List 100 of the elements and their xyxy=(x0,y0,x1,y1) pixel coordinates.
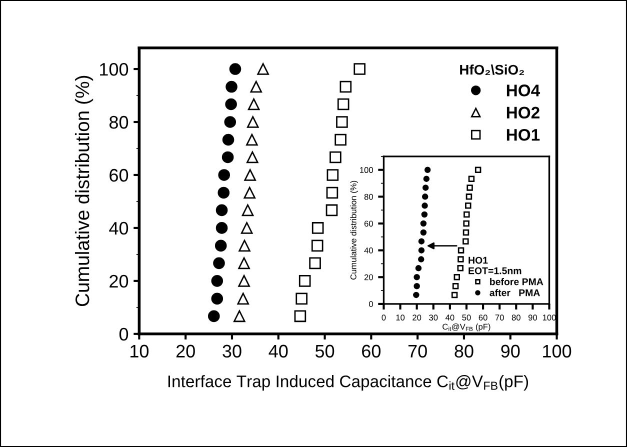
point xyxy=(311,240,324,252)
x-tick-label: 70 xyxy=(408,344,427,358)
legend-label: HO4 xyxy=(506,84,540,96)
point xyxy=(451,292,458,298)
x-tick-label: 50 xyxy=(315,344,334,358)
point xyxy=(296,292,308,305)
point xyxy=(294,310,306,322)
legend-label: after PMA xyxy=(490,289,540,296)
point xyxy=(312,222,324,234)
point xyxy=(415,265,422,272)
point xyxy=(468,176,475,182)
y-tick-label: 80 xyxy=(109,116,128,129)
point xyxy=(334,134,346,146)
point xyxy=(224,116,236,128)
point xyxy=(462,229,470,236)
point xyxy=(330,151,342,164)
point xyxy=(414,274,420,280)
point xyxy=(423,176,430,182)
point xyxy=(222,134,234,146)
x-tick-label: 40 xyxy=(445,314,454,320)
point xyxy=(218,186,230,199)
point xyxy=(466,184,473,191)
point xyxy=(248,98,260,110)
x-tick-label: 100 xyxy=(542,314,556,320)
point xyxy=(452,283,459,290)
point xyxy=(420,220,427,227)
point xyxy=(413,292,420,298)
point xyxy=(237,292,250,305)
point xyxy=(240,222,253,234)
point xyxy=(246,134,258,146)
y-tick-label: 20 xyxy=(364,274,373,280)
point xyxy=(464,211,470,218)
point xyxy=(216,204,228,216)
point xyxy=(226,80,238,93)
y-tick-label: 0 xyxy=(369,301,373,308)
x-tick-label: 20 xyxy=(176,344,195,358)
point xyxy=(336,116,348,128)
point xyxy=(214,240,227,252)
point xyxy=(244,169,256,181)
point xyxy=(424,166,431,173)
point xyxy=(309,257,321,270)
point xyxy=(298,275,311,287)
point xyxy=(246,116,259,128)
y-tick-label: 40 xyxy=(109,222,128,235)
x-tick-label: 40 xyxy=(268,344,288,358)
y-tick-label: 40 xyxy=(364,248,373,254)
point xyxy=(222,151,234,164)
point xyxy=(326,169,339,181)
x-tick-label: 50 xyxy=(462,314,471,320)
y-axis-title: Cumulative distribution (%) xyxy=(74,76,94,306)
x-tick-label: 80 xyxy=(454,344,474,358)
point xyxy=(257,63,269,75)
y-tick-label: 80 xyxy=(364,194,373,200)
point xyxy=(422,184,429,191)
point xyxy=(208,310,220,322)
point xyxy=(418,256,424,262)
point xyxy=(418,238,425,244)
point xyxy=(462,238,469,244)
x-tick-label: 10 xyxy=(130,344,149,358)
point xyxy=(422,202,428,209)
point xyxy=(244,186,256,199)
x-tick-label: 100 xyxy=(543,344,572,358)
point xyxy=(326,204,338,216)
point xyxy=(465,202,472,209)
x-tick-label: 10 xyxy=(396,314,405,320)
legend-label: before PMA xyxy=(490,278,544,286)
x-axis-title: C$_{it}$@V$_{FB}$ (pF) xyxy=(442,324,490,332)
point xyxy=(474,166,482,173)
legend-title: HfO₂\SiO₂ xyxy=(460,64,524,75)
point xyxy=(457,265,464,272)
point xyxy=(225,98,237,110)
point xyxy=(354,63,366,75)
y-axis-title: Cumulative distribution (%) xyxy=(350,180,358,280)
x-tick-label: 0 xyxy=(382,314,386,320)
y-tick-label: 60 xyxy=(110,168,128,182)
point xyxy=(216,222,228,234)
y-tick-label: 100 xyxy=(100,62,128,76)
x-tick-label: 90 xyxy=(528,314,538,320)
x-tick-label: 70 xyxy=(495,314,504,320)
x-tick-label: 20 xyxy=(412,314,422,320)
x-tick-label: 30 xyxy=(222,344,242,358)
y-tick-label: 0 xyxy=(119,328,128,341)
point xyxy=(242,204,254,216)
x-tick-label: 30 xyxy=(429,314,438,320)
point xyxy=(340,80,352,93)
x-axis-title: Interface Trap Induced Capacitance C$_{it}$@V$_{FB}$(pF) xyxy=(168,375,528,391)
point xyxy=(250,80,262,93)
point xyxy=(238,257,250,270)
point xyxy=(463,220,470,227)
point xyxy=(229,63,242,75)
x-tick-label: 90 xyxy=(501,344,520,358)
point xyxy=(421,211,428,218)
point xyxy=(466,194,472,200)
y-tick-label: 60 xyxy=(364,220,373,227)
legend-label: HO2 xyxy=(506,106,540,119)
point xyxy=(422,194,428,200)
point xyxy=(458,247,464,254)
point xyxy=(218,169,230,181)
x-tick-label: 60 xyxy=(478,314,488,320)
point xyxy=(418,247,425,254)
